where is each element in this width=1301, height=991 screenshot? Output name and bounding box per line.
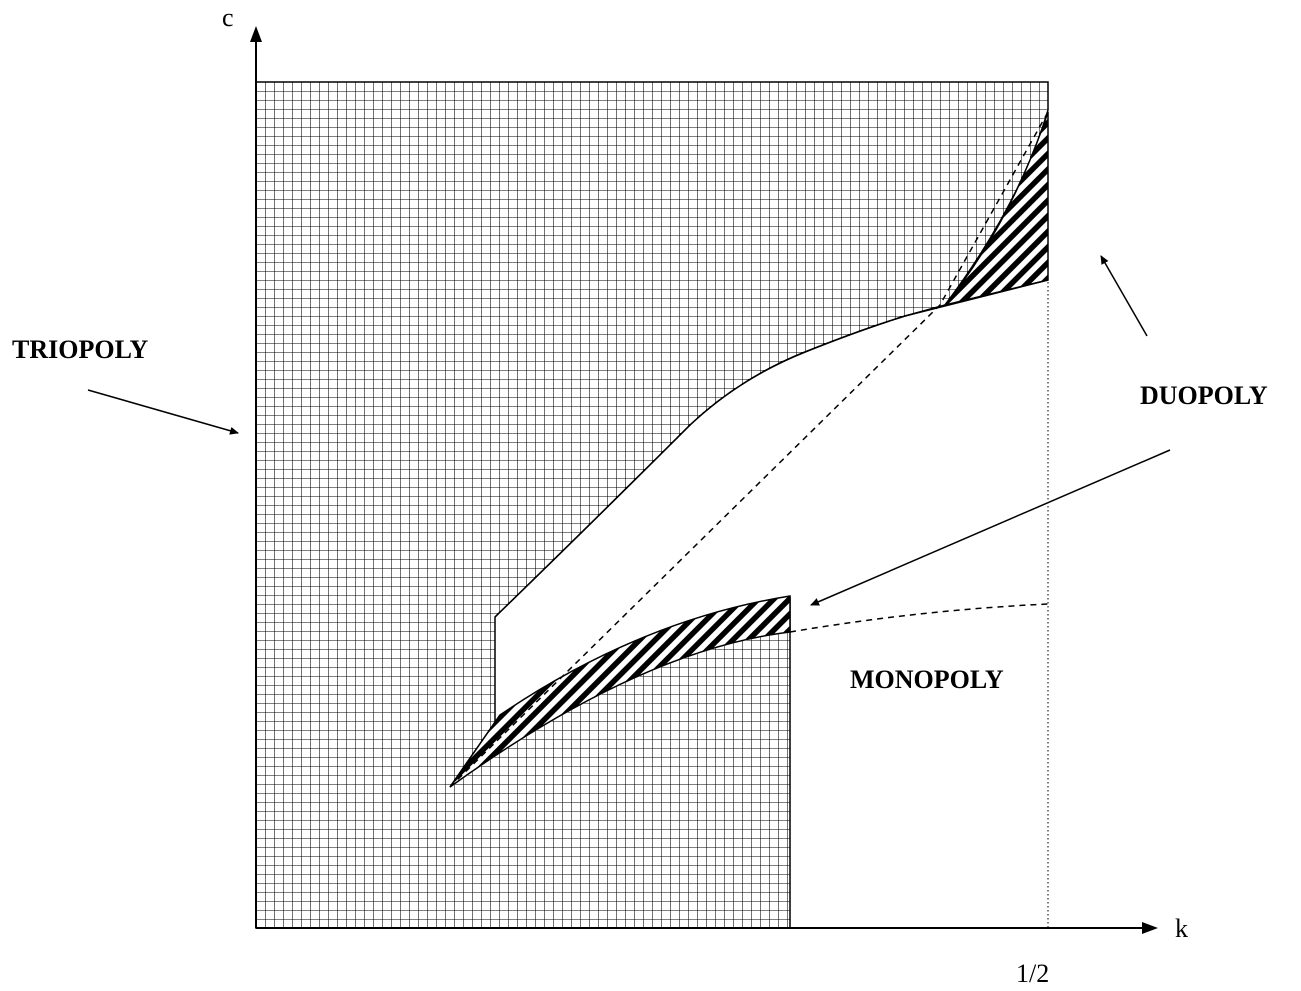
duopoly-label: DUOPOLY — [1140, 381, 1268, 410]
duopoly-arrow-upper — [1100, 255, 1148, 337]
y-axis-label: c — [222, 3, 234, 32]
duopoly-upper-strip — [943, 111, 1049, 307]
y-axis-arrowhead — [250, 26, 262, 42]
triopoly-boundary-curve — [494, 279, 1049, 618]
x-axis-arrowhead — [1142, 922, 1158, 934]
triopoly-arrow — [87, 389, 239, 435]
triopoly-label: TRIOPOLY — [12, 335, 149, 364]
dashed-diagonal-line — [449, 111, 1049, 788]
triopoly-region — [255, 81, 1049, 929]
x-axis-label: k — [1175, 914, 1188, 943]
monopoly-dashed-boundary — [789, 603, 1049, 633]
monopoly-label: MONOPOLY — [850, 665, 1004, 694]
duopoly-arrow-lower — [810, 449, 1171, 606]
x-tick-half: 1/2 — [1016, 959, 1049, 988]
